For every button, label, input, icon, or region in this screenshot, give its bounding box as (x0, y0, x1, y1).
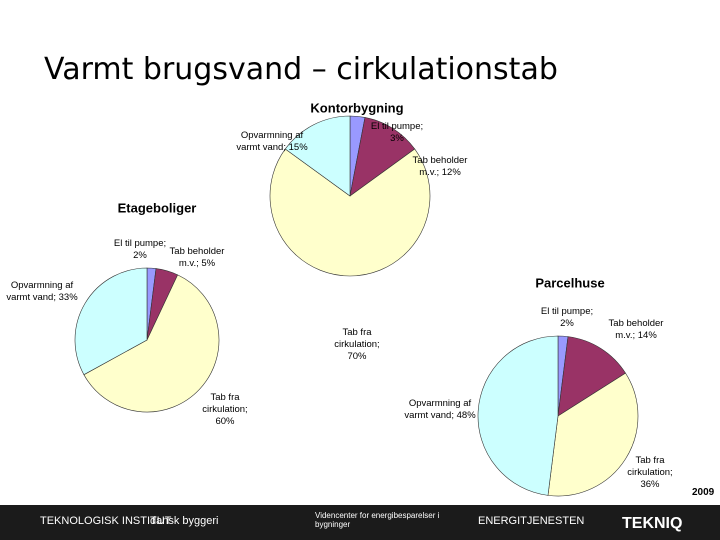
pie-slice (349, 117, 416, 197)
slice-value: 2% (133, 250, 147, 261)
slice-category: Tab beholder m.v.; (412, 155, 468, 178)
logo: ENERGITJENESTEN (478, 515, 585, 527)
slice-value: 70% (347, 351, 367, 362)
slice-label: Tab beholder m.v.; 14% (600, 318, 672, 342)
chart-title: Etageboliger (117, 200, 197, 216)
slice-value: 36% (640, 479, 660, 490)
slice-category: El til pumpe; (113, 238, 167, 249)
slice-value: 5% (201, 258, 216, 269)
slice-label: Tab beholder m.v.; 12% (404, 155, 476, 179)
slice-label: Tab fra cirkulation; 36% (620, 455, 680, 491)
year: 2009 (692, 487, 715, 498)
pie-slice (284, 115, 351, 197)
slice-value: 33% (58, 292, 78, 303)
slice-category: Tab beholder m.v.; (169, 246, 225, 269)
slice-label: Tab fra cirkulation; 60% (195, 392, 255, 428)
slice-value: 60% (215, 416, 235, 427)
chart-title: Kontorbygning (310, 100, 404, 116)
pie-slice (83, 274, 220, 413)
slide-title: Varmt brugsvand – cirkulationstab (44, 52, 558, 87)
logo: Videncenter for energibesparelser i bygn… (315, 511, 440, 529)
slice-category: Tab beholder m.v.; (608, 318, 664, 341)
slice-value: 12% (441, 167, 461, 178)
footer-bar: TEKNOLOGISK INSTITUT dansk byggeri Vidence… (0, 505, 720, 540)
pie-slice (74, 267, 148, 376)
slice-label: Opvarmning af varmt vand; 15% (236, 130, 308, 154)
slice-value: 48% (456, 410, 476, 421)
slice-value: 3% (390, 133, 404, 144)
slice-category: Tab fra cirkulation; (334, 327, 380, 350)
slice-category: Tab fra cirkulation; (627, 455, 673, 478)
logo: TEKNIQ (622, 515, 683, 532)
slice-category: Tab fra cirkulation; (202, 392, 248, 415)
pie-slice (269, 148, 431, 277)
slice-label: Tab beholder m.v.; 5% (165, 246, 229, 270)
pie-slice (557, 336, 626, 417)
slice-label: Tab fra cirkulation; 70% (327, 327, 387, 363)
logo: TEKNOLOGISK INSTITUT (40, 515, 172, 527)
slice-category: El til pumpe; (540, 306, 594, 317)
slice-category: Opvarmning af varmt vand; (6, 280, 74, 303)
slice-label: Opvarmning af varmt vand; 48% (400, 398, 480, 422)
slice-value: 14% (637, 330, 657, 341)
slice-label: Opvarmning af varmt vand; 33% (2, 280, 82, 304)
slice-value: 15% (288, 142, 308, 153)
slice-value: 2% (560, 318, 574, 329)
chart-title: Parcelhuse (535, 275, 605, 291)
slice-label: El til pumpe; 2% (108, 238, 172, 262)
slice-category: Opvarmning af varmt vand; (404, 398, 472, 421)
slice-label: El til pumpe; 2% (535, 306, 599, 330)
slice-category: Opvarmning af varmt vand; (236, 130, 304, 153)
slice-label: El til pumpe; 3% (365, 121, 429, 145)
slice-category: El til pumpe; (370, 121, 424, 132)
logo: dansk byggeri (150, 515, 219, 527)
pie-slice (547, 372, 639, 497)
pie-slice (477, 335, 559, 496)
